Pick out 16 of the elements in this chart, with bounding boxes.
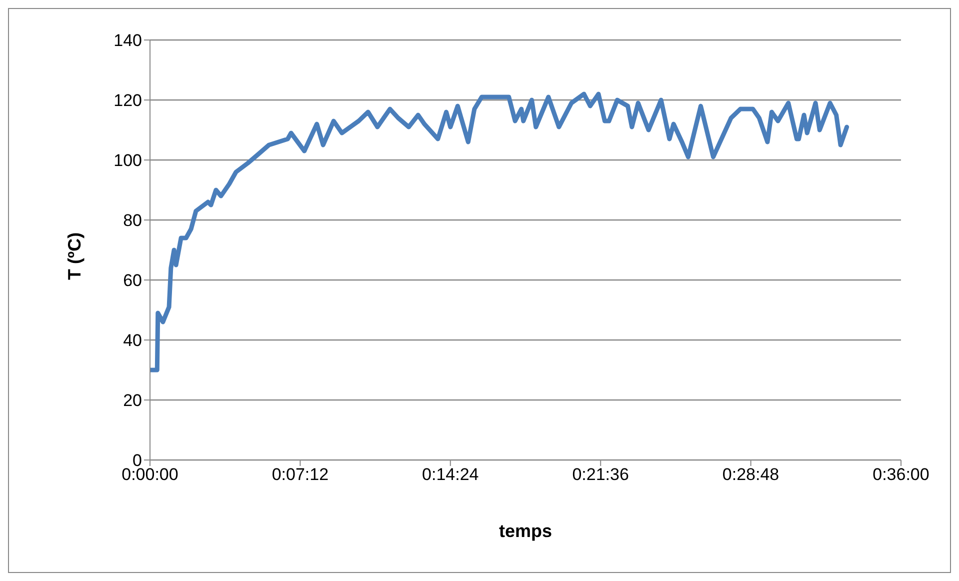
y-tick-label: 80 <box>123 211 142 230</box>
x-tick-label: 0:21:36 <box>572 465 629 484</box>
y-tick-label: 40 <box>123 331 142 350</box>
y-tick-label: 20 <box>123 391 142 410</box>
x-tick-label: 0:14:24 <box>422 465 479 484</box>
x-tick-label: 0:28:48 <box>722 465 780 484</box>
line-series <box>150 92 850 372</box>
y-tick-label: 100 <box>114 151 142 170</box>
y-tick-label: 120 <box>114 91 142 110</box>
x-tick-label: 0:07:12 <box>272 465 329 484</box>
x-axis-title: temps <box>498 520 552 541</box>
x-tick-label: 0:00:00 <box>122 465 178 484</box>
x-tick-label: 0:36:00 <box>872 465 930 484</box>
y-tick-label: 140 <box>114 31 142 50</box>
y-tick-label: 60 <box>123 271 142 290</box>
y-axis-title: T (ºC) <box>64 232 84 280</box>
